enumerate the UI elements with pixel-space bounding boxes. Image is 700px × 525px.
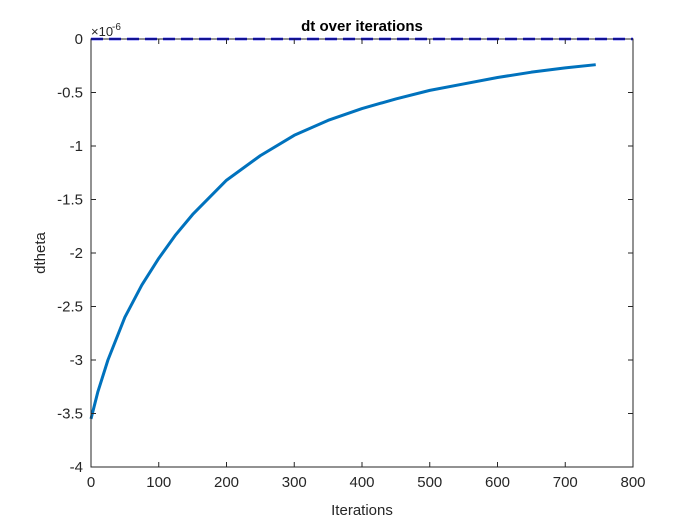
y-tick-label: -0.5 (57, 85, 83, 102)
x-tick-label: 0 (87, 474, 95, 491)
x-tick-label: 200 (214, 474, 239, 491)
chart-title: dt over iterations (301, 18, 423, 35)
x-tick-label: 400 (349, 474, 374, 491)
y-exponent-power: -6 (112, 22, 121, 33)
x-tick-label: 600 (485, 474, 510, 491)
x-tick-label: 800 (620, 474, 645, 491)
y-tick-label: 0 (75, 31, 83, 48)
plot-area (91, 39, 633, 467)
y-ticks: 0 -0.5 -1 -1.5 -2 -2.5 -3 -3.5 -4 (57, 31, 633, 476)
y-tick-label: -2 (70, 245, 83, 262)
y-tick-label: -2.5 (57, 299, 83, 316)
x-tick-label: 700 (553, 474, 578, 491)
y-tick-label: -1.5 (57, 192, 83, 209)
y-tick-label: -3.5 (57, 406, 83, 423)
y-exponent-base: ×10 (91, 24, 113, 39)
y-tick-label: -1 (70, 138, 83, 155)
x-ticks: 0 100 200 300 400 500 600 700 800 (87, 39, 646, 491)
x-tick-label: 300 (282, 474, 307, 491)
x-tick-label: 100 (146, 474, 171, 491)
y-axis-label: dtheta (32, 231, 49, 273)
y-tick-label: -3 (70, 352, 83, 369)
x-axis-label: Iterations (331, 502, 393, 519)
x-tick-label: 500 (417, 474, 442, 491)
y-tick-label: -4 (70, 459, 83, 476)
dtheta-curve (89, 63, 596, 420)
